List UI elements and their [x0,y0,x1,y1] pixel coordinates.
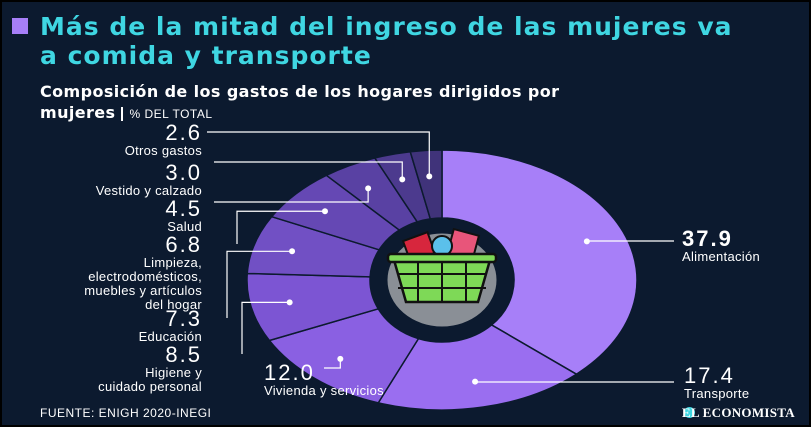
data-label: 6.8 Limpieza, electrodomésticos, muebles … [67,234,202,312]
subtitle-block: Composición de los gastos de los hogares… [40,82,640,124]
data-label: 37.9 Alimentación [682,228,802,264]
leader-dot [426,173,433,180]
value-label: 37.9 [682,226,733,251]
value-label: 7.3 [165,306,202,331]
leader-line [207,131,430,177]
donut-segment [409,149,443,220]
leader-dot [289,248,296,255]
leader-dot [472,378,479,385]
category-label: Alimentación [682,249,761,264]
chart-subtitle: Composición de los gastos de los hogares… [40,82,560,122]
value-label: 17.4 [684,363,735,388]
leader-dot [321,208,328,215]
leader-dot [286,299,293,306]
data-label: 12.0 Vivienda y servicios [264,362,464,398]
data-label: 2.6 Otros gastos [42,122,202,158]
category-label: Salud [167,219,202,234]
data-label: 17.4 Transporte [684,365,794,401]
category-label: Higiene y cuidado personal [98,365,202,394]
value-label: 12.0 [264,360,315,385]
leader-dot [337,355,344,362]
leader-line [214,188,369,203]
data-label: 3.0 Vestido y calzado [22,162,202,198]
leader-line [324,358,341,369]
data-label: 7.3 Educación [42,308,202,344]
data-label: 8.5 Higiene y cuidado personal [98,344,202,394]
leader-line [241,301,290,354]
value-label: 3.0 [165,160,202,185]
category-label: Vestido y calzado [95,183,202,198]
brand: EL ECONOMISTA [681,405,795,420]
basket-icon [386,227,498,304]
donut-segment [268,307,420,404]
value-label: 8.5 [165,342,202,367]
chart-title: Más de la mitad del ingreso de las mujer… [40,12,733,70]
category-label: Vivienda y servicios [264,383,384,398]
title-mark [12,18,28,34]
leader-dot [365,185,372,192]
value-label: 2.6 [165,120,202,145]
value-label: 6.8 [165,232,202,257]
value-label: 4.5 [165,196,202,221]
leader-line [226,250,293,318]
leader-line [236,210,325,244]
icon-rim [386,252,498,264]
donut-segment [377,324,578,411]
leader-line [214,161,403,180]
source: FUENTE: ENIGH 2020-INEGI [40,406,212,420]
category-label: Limpieza, electrodomésticos, muebles y a… [84,255,202,312]
leader-dot [399,176,406,183]
brand-logo [684,407,695,418]
category-label: Transporte [684,386,750,401]
leader-dot [583,238,590,245]
category-label: Otros gastos [124,143,202,158]
data-label: 4.5 Salud [42,198,202,234]
category-label: Educación [138,329,202,344]
unit-label: % DEL TOTAL [121,107,213,121]
donut-segment [441,149,638,376]
